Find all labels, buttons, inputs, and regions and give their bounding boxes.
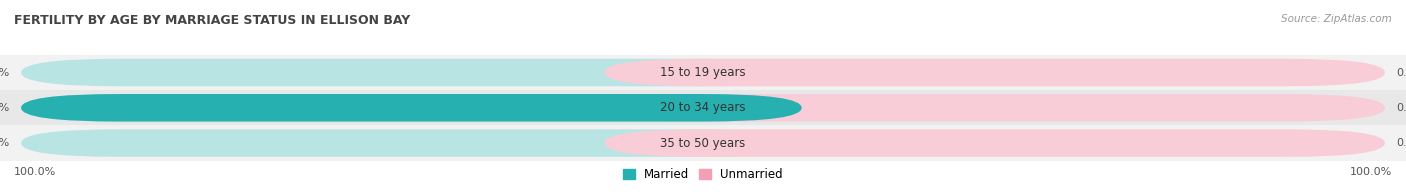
Legend: Married, Unmarried: Married, Unmarried (619, 164, 787, 186)
Text: 0.0%: 0.0% (1396, 138, 1406, 148)
Text: 100.0%: 100.0% (1350, 167, 1392, 178)
FancyBboxPatch shape (605, 94, 1385, 122)
Text: 20 to 34 years: 20 to 34 years (661, 101, 745, 114)
Text: 0.0%: 0.0% (0, 138, 10, 148)
Text: 100.0%: 100.0% (14, 167, 56, 178)
Text: Source: ZipAtlas.com: Source: ZipAtlas.com (1281, 14, 1392, 24)
Bar (0, 55, 1406, 90)
FancyBboxPatch shape (21, 94, 801, 122)
FancyBboxPatch shape (21, 94, 801, 122)
FancyBboxPatch shape (21, 129, 801, 157)
Text: 35 to 50 years: 35 to 50 years (661, 137, 745, 150)
Bar (0, 125, 1406, 161)
Text: FERTILITY BY AGE BY MARRIAGE STATUS IN ELLISON BAY: FERTILITY BY AGE BY MARRIAGE STATUS IN E… (14, 14, 411, 27)
Text: 15 to 19 years: 15 to 19 years (661, 66, 745, 79)
Text: 100.0%: 100.0% (0, 103, 10, 113)
Text: 0.0%: 0.0% (1396, 67, 1406, 78)
Text: 0.0%: 0.0% (1396, 103, 1406, 113)
Bar (0, 90, 1406, 125)
FancyBboxPatch shape (605, 129, 1385, 157)
Text: 0.0%: 0.0% (0, 67, 10, 78)
FancyBboxPatch shape (605, 59, 1385, 86)
FancyBboxPatch shape (21, 59, 801, 86)
